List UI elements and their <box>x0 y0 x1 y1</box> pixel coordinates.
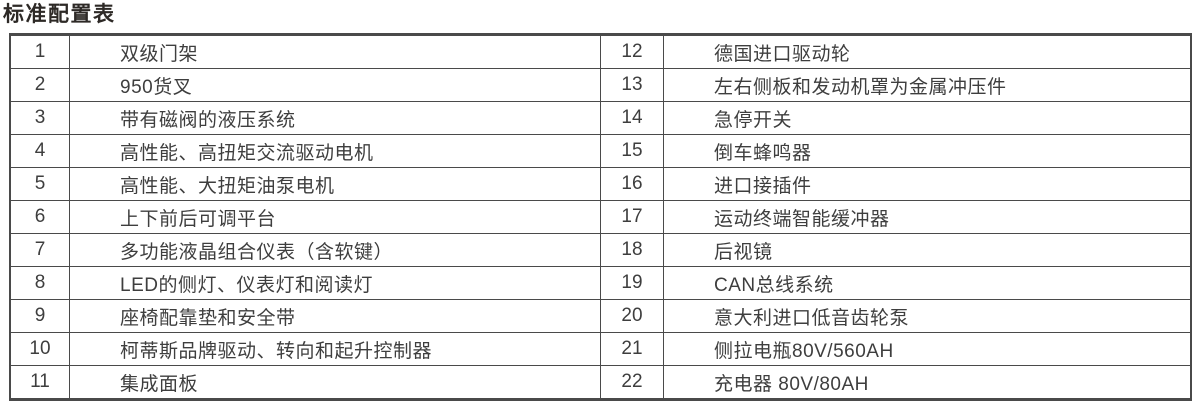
table-right-half: 12 德国进口驱动轮 13 左右侧板和发动机罩为金属冲压件 14 急停开关 15… <box>600 36 1190 398</box>
row-number: 19 <box>601 267 664 299</box>
row-number: 15 <box>601 135 664 167</box>
table-row: 4 高性能、高扭矩交流驱动电机 <box>11 135 600 168</box>
row-number: 9 <box>11 300 70 332</box>
table-row: 1 双级门架 <box>11 36 600 69</box>
row-description: 意大利进口低音齿轮泵 <box>714 307 910 329</box>
table-row: 14 急停开关 <box>601 102 1190 135</box>
table-row: 3 带有磁阀的液压系统 <box>11 102 600 135</box>
row-description: 柯蒂斯品牌驱动、转向和起升控制器 <box>120 340 433 362</box>
row-description: 德国进口驱动轮 <box>714 43 851 65</box>
table-row: 19 CAN总线系统 <box>601 267 1190 300</box>
table-row: 5 高性能、大扭矩油泵电机 <box>11 168 600 201</box>
row-number: 6 <box>11 201 70 233</box>
row-number: 12 <box>601 36 664 68</box>
row-description: 座椅配靠垫和安全带 <box>120 307 296 329</box>
table-row: 10 柯蒂斯品牌驱动、转向和起升控制器 <box>11 333 600 366</box>
row-number: 5 <box>11 168 70 200</box>
row-number: 1 <box>11 36 70 68</box>
table-row: 9 座椅配靠垫和安全带 <box>11 300 600 333</box>
row-number: 14 <box>601 102 664 134</box>
row-number: 21 <box>601 333 664 365</box>
table-row: 20 意大利进口低音齿轮泵 <box>601 300 1190 333</box>
standard-config-table: 1 双级门架 2 950货叉 3 带有磁阀的液压系统 4 高性能、高扭矩交流驱动… <box>9 33 1192 401</box>
row-description: 左右侧板和发动机罩为金属冲压件 <box>714 76 1007 98</box>
row-description: 运动终端智能缓冲器 <box>714 208 890 230</box>
table-row: 16 进口接插件 <box>601 168 1190 201</box>
row-number: 3 <box>11 102 70 134</box>
table-row: 15 倒车蜂鸣器 <box>601 135 1190 168</box>
table-row: 21 侧拉电瓶80V/560AH <box>601 333 1190 366</box>
row-description: LED的侧灯、仪表灯和阅读灯 <box>120 274 373 296</box>
row-number: 16 <box>601 168 664 200</box>
row-description: 后视镜 <box>714 241 773 263</box>
row-description: 充电器 80V/80AH <box>714 373 869 395</box>
row-number: 20 <box>601 300 664 332</box>
table-row: 6 上下前后可调平台 <box>11 201 600 234</box>
row-number: 13 <box>601 69 664 101</box>
row-description: 集成面板 <box>120 373 199 395</box>
row-description: 高性能、高扭矩交流驱动电机 <box>120 142 374 164</box>
table-row: 13 左右侧板和发动机罩为金属冲压件 <box>601 69 1190 102</box>
row-description: 上下前后可调平台 <box>120 208 277 230</box>
row-number: 17 <box>601 201 664 233</box>
table-row: 22 充电器 80V/80AH <box>601 366 1190 398</box>
row-description: 高性能、大扭矩油泵电机 <box>120 175 335 197</box>
row-description: 950货叉 <box>120 76 193 98</box>
table-row: 17 运动终端智能缓冲器 <box>601 201 1190 234</box>
row-description: 带有磁阀的液压系统 <box>120 109 296 131</box>
row-description: 进口接插件 <box>714 175 812 197</box>
table-row: 8 LED的侧灯、仪表灯和阅读灯 <box>11 267 600 300</box>
row-description: CAN总线系统 <box>714 274 834 296</box>
row-number: 22 <box>601 366 664 398</box>
row-description: 侧拉电瓶80V/560AH <box>714 340 894 362</box>
page-title: 标准配置表 <box>3 3 116 26</box>
row-description: 倒车蜂鸣器 <box>714 142 812 164</box>
table-row: 18 后视镜 <box>601 234 1190 267</box>
row-number: 18 <box>601 234 664 266</box>
row-number: 4 <box>11 135 70 167</box>
row-description: 双级门架 <box>120 43 199 65</box>
row-number: 10 <box>11 333 70 365</box>
row-number: 7 <box>11 234 70 266</box>
table-row: 2 950货叉 <box>11 69 600 102</box>
row-number: 2 <box>11 69 70 101</box>
row-number: 8 <box>11 267 70 299</box>
table-left-half: 1 双级门架 2 950货叉 3 带有磁阀的液压系统 4 高性能、高扭矩交流驱动… <box>11 36 600 398</box>
row-description: 急停开关 <box>714 109 793 131</box>
table-row: 7 多功能液晶组合仪表（含软键） <box>11 234 600 267</box>
table-row: 11 集成面板 <box>11 366 600 398</box>
row-number: 11 <box>11 366 70 398</box>
table-row: 12 德国进口驱动轮 <box>601 36 1190 69</box>
row-description: 多功能液晶组合仪表（含软键） <box>120 241 394 263</box>
